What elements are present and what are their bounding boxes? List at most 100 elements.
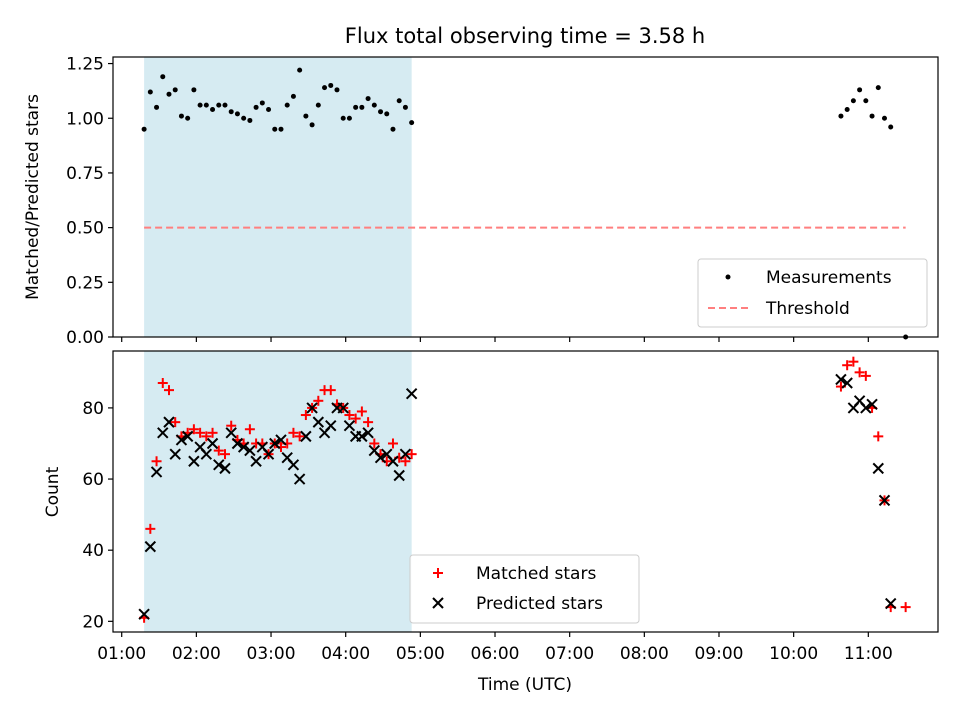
- predicted-star-point: [163, 416, 175, 428]
- bottom-y-axis-label: Count: [43, 466, 63, 517]
- matched-star-point: [288, 427, 299, 438]
- top-y-tick-label: 1.00: [66, 109, 104, 129]
- measurement-point: [228, 109, 234, 115]
- predicted-star-point: [860, 402, 872, 414]
- predicted-star-point: [300, 430, 312, 443]
- measurement-point: [315, 102, 321, 108]
- top-legend-box: [697, 258, 928, 328]
- x-tick-label: 01:00: [97, 644, 146, 664]
- predicted-star-point: [231, 437, 244, 450]
- matched-star-point: [344, 410, 355, 421]
- predicted-star-point: [219, 462, 231, 475]
- matched-star-point: [854, 367, 865, 378]
- legend-predicted-label: Predicted stars: [476, 594, 603, 614]
- matched-star-point: [369, 438, 380, 449]
- measurement-point: [888, 124, 894, 130]
- matched-star-point: [157, 378, 168, 389]
- predicted-star-point: [866, 398, 878, 411]
- matched-star-point: [842, 360, 853, 371]
- predicted-star-point: [213, 459, 225, 471]
- top-shaded-interval: [144, 57, 412, 337]
- measurement-point: [353, 104, 359, 110]
- predicted-star-point: [325, 419, 337, 432]
- matched-star-point: [195, 427, 206, 438]
- legend-measurements-label: Measurements: [766, 268, 892, 288]
- measurement-point: [284, 102, 290, 108]
- matched-star-point: [356, 406, 367, 417]
- predicted-star-point: [157, 427, 169, 439]
- predicted-star-point: [306, 402, 318, 414]
- legend-predicted-marker: [432, 597, 444, 609]
- x-tick-label: 07:00: [545, 644, 594, 664]
- measurement-point: [172, 87, 178, 93]
- predicted-star-point: [287, 459, 300, 471]
- bottom-legend-box: [409, 554, 640, 624]
- top-measurement-series: [141, 67, 909, 340]
- x-tick-label: 09:00: [694, 644, 743, 664]
- predicted-star-point: [150, 466, 163, 478]
- predicted-star-point: [405, 387, 418, 400]
- measurement-point: [346, 115, 352, 121]
- x-tick-label: 11:00: [844, 644, 893, 664]
- measurement-point: [378, 109, 384, 115]
- predicted-star-point: [188, 455, 200, 467]
- bottom-y-tick-label: 20: [82, 612, 104, 632]
- x-tick-label: 02:00: [172, 644, 221, 664]
- predicted-star-point: [362, 427, 374, 439]
- measurement-point: [203, 102, 209, 108]
- matched-star-point: [325, 385, 336, 396]
- measurement-point: [234, 111, 240, 117]
- measurement-point: [328, 82, 334, 88]
- top-shaded-region: [144, 57, 412, 337]
- matched-star-point: [900, 602, 911, 613]
- predicted-star-point: [399, 448, 412, 460]
- predicted-star-point: [138, 608, 150, 620]
- matched-star-point: [219, 449, 230, 460]
- top-legend: Measurements Threshold: [697, 258, 928, 328]
- x-tick-label: 04:00: [321, 644, 370, 664]
- predicted-star-point: [337, 402, 349, 414]
- bottom-predicted-series: [138, 373, 897, 620]
- matched-star-point: [387, 438, 398, 449]
- bottom-matched-series: [139, 356, 911, 623]
- matched-star-point: [406, 449, 417, 460]
- top-plot-frame: [112, 56, 939, 338]
- predicted-star-point: [225, 427, 237, 439]
- predicted-star-point: [878, 494, 891, 507]
- bottom-shaded-region: [144, 351, 412, 632]
- x-tick-label: 03:00: [247, 644, 296, 664]
- matched-star-point: [226, 420, 237, 431]
- predicted-star-point: [872, 462, 884, 475]
- measurement-point: [222, 102, 228, 108]
- measurement-point: [266, 107, 272, 112]
- matched-star-point: [145, 523, 156, 534]
- measurement-point: [390, 126, 396, 132]
- x-tick-label: 06:00: [471, 644, 520, 664]
- measurement-point: [147, 89, 153, 95]
- predicted-star-point: [387, 455, 399, 467]
- measurement-point: [191, 87, 197, 93]
- measurement-point: [241, 115, 247, 121]
- matched-star-point: [350, 413, 361, 424]
- matched-star-point: [848, 356, 859, 367]
- top-y-axis-label: Matched/Predicted stars: [23, 94, 43, 300]
- measurement-point: [178, 113, 184, 119]
- predicted-star-point: [262, 448, 275, 460]
- predicted-star-point: [206, 437, 219, 450]
- measurement-point: [857, 87, 863, 93]
- bottom-y-tick-label: 80: [82, 399, 104, 419]
- bottom-plot-frame: [112, 350, 939, 633]
- matched-star-point: [170, 417, 181, 428]
- matched-star-point: [244, 424, 255, 435]
- chart-title: Flux total observing time = 3.58 h: [345, 24, 705, 48]
- matched-star-point: [294, 431, 305, 442]
- measurement-point: [309, 122, 315, 128]
- predicted-star-point: [835, 373, 847, 386]
- measurement-point: [402, 104, 408, 110]
- predicted-star-point: [343, 419, 356, 432]
- matched-star-point: [860, 370, 871, 381]
- legend-threshold-label: Threshold: [765, 299, 850, 319]
- predicted-star-point: [144, 540, 157, 553]
- legend-measurements-marker: [725, 274, 731, 280]
